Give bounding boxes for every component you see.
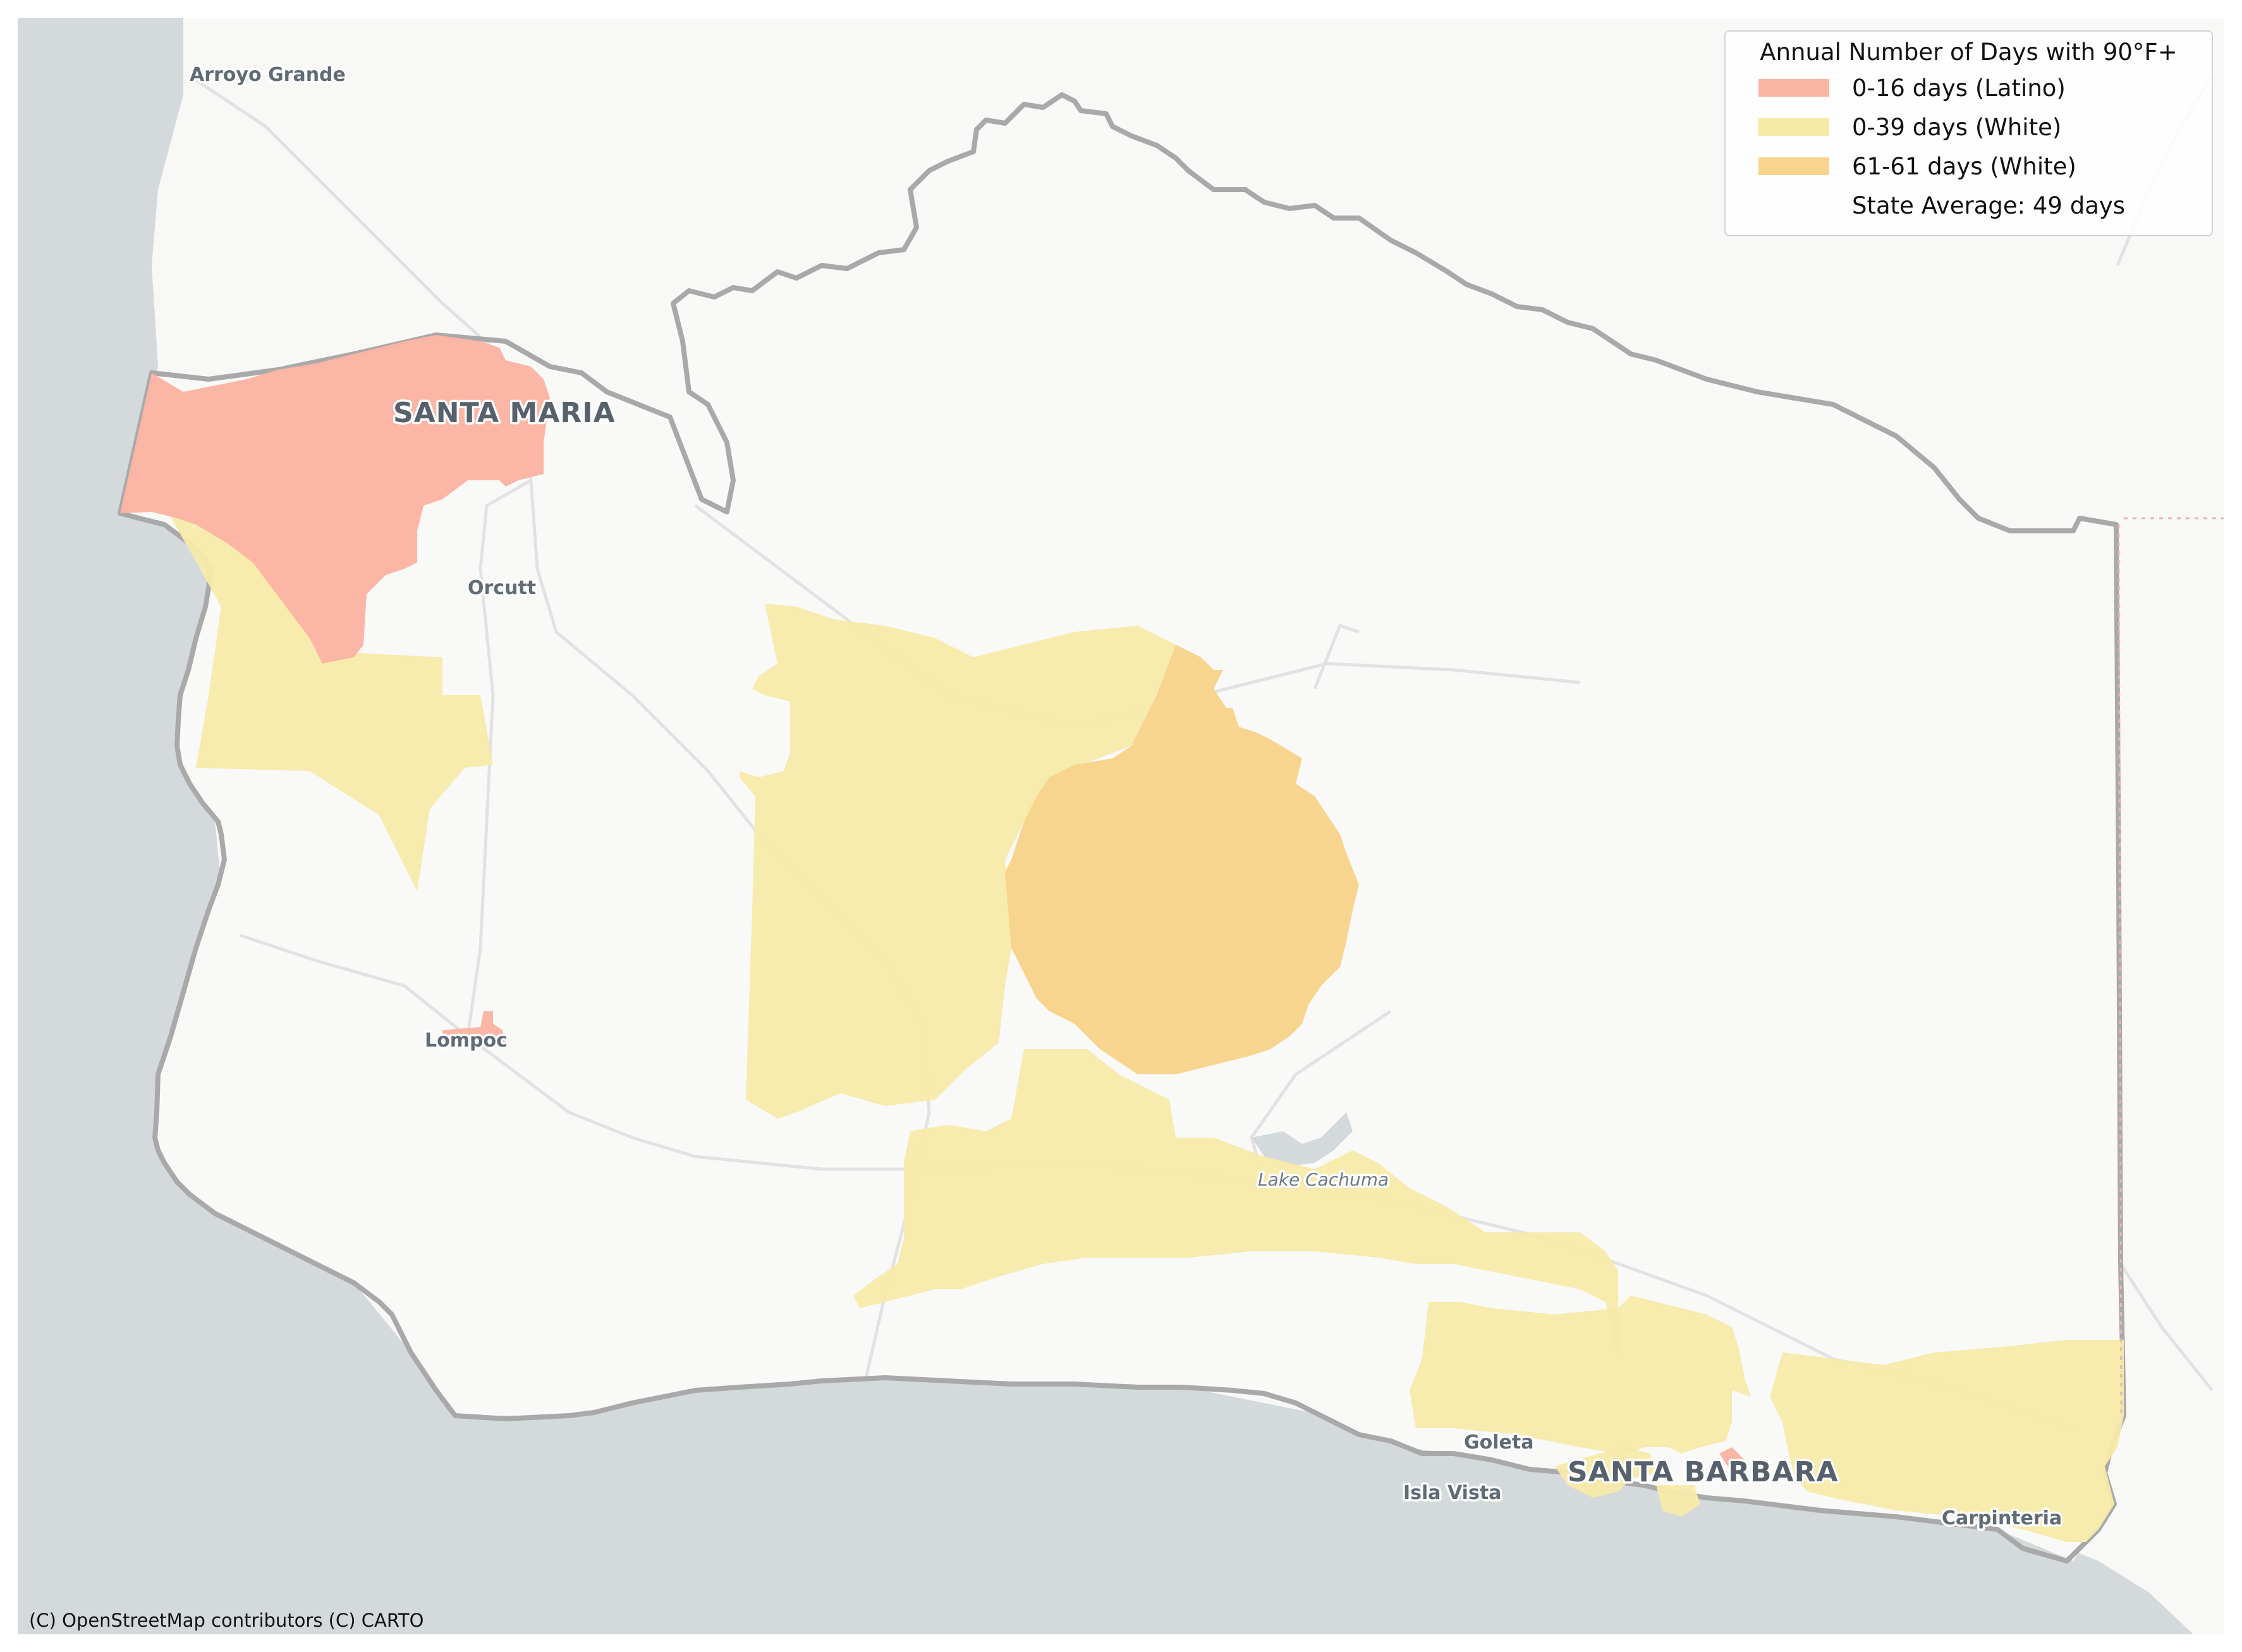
place-label-arroyo-grande: Arroyo Grande <box>190 64 346 86</box>
place-label-lake-cachuma: Lake Cachuma <box>1258 1169 1389 1190</box>
place-label-lompoc: Lompoc <box>425 1029 508 1052</box>
place-label-goleta: Goleta <box>1464 1431 1533 1454</box>
region-white-0-39-carpinteria[interactable] <box>1770 1340 2124 1542</box>
place-label-santa-barbara: SANTA BARBARA <box>1568 1456 1839 1488</box>
legend-item-state-average: State Average: 49 days <box>1736 186 2202 225</box>
lake-cachuma <box>1252 1112 1353 1166</box>
place-label-santa-maria: SANTA MARIA <box>393 397 616 429</box>
place-labels: Arroyo Grande SANTA MARIA Orcutt Lompoc … <box>188 62 2064 1532</box>
legend-label-white-61-61: 61-61 days (White) <box>1852 152 2076 180</box>
region-latino-lompoc[interactable] <box>442 1011 506 1043</box>
region-white-0-39-central[interactable] <box>740 604 1176 1119</box>
place-label-carpinteria: Carpinteria <box>1942 1507 2062 1529</box>
legend-swatch-latino-0-16 <box>1758 79 1829 97</box>
legend-title: Annual Number of Days with 90°F+ <box>1760 39 2178 66</box>
region-white-0-39-west[interactable] <box>164 506 493 891</box>
region-white-61-61[interactable] <box>1005 645 1359 1074</box>
legend-swatch-state-average <box>1758 197 1829 214</box>
legend-swatch-white-61-61 <box>1758 157 1829 175</box>
legend-label-latino-0-16: 0-16 days (Latino) <box>1852 74 2066 102</box>
legend-label-white-0-39: 0-39 days (White) <box>1852 113 2062 141</box>
map-area[interactable]: Arroyo Grande SANTA MARIA Orcutt Lompoc … <box>18 18 2224 1634</box>
map-attribution: (C) OpenStreetMap contributors (C) CARTO <box>29 1610 424 1631</box>
region-latino-santa-maria[interactable] <box>120 335 550 664</box>
place-label-isla-vista: Isla Vista <box>1403 1482 1501 1504</box>
legend-item-white-61-61: 61-61 days (White) <box>1736 147 2202 186</box>
region-white-0-39-isla-vista[interactable] <box>1555 1447 1656 1498</box>
latino-0-16-regions[interactable] <box>120 335 1745 1473</box>
map-legend: Annual Number of Days with 90°F+ 0-16 da… <box>1724 30 2213 236</box>
white-0-39-regions[interactable] <box>164 506 2124 1542</box>
legend-label-state-average: State Average: 49 days <box>1852 191 2126 219</box>
state-line <box>2117 517 2224 1416</box>
legend-swatch-white-0-39 <box>1758 118 1829 136</box>
region-latino-santa-barbara[interactable] <box>1719 1447 1745 1473</box>
region-white-0-39-goleta-foothills[interactable] <box>1410 1296 1751 1454</box>
legend-item-latino-0-16: 0-16 days (Latino) <box>1736 68 2202 107</box>
place-label-orcutt: Orcutt <box>468 577 536 599</box>
region-white-0-39-santa-ynez[interactable] <box>853 1049 1618 1359</box>
region-white-0-39-sb[interactable] <box>1656 1485 1700 1517</box>
map-canvas[interactable]: Arroyo Grande SANTA MARIA Orcutt Lompoc … <box>18 18 2224 1634</box>
legend-item-white-0-39: 0-39 days (White) <box>1736 107 2202 147</box>
